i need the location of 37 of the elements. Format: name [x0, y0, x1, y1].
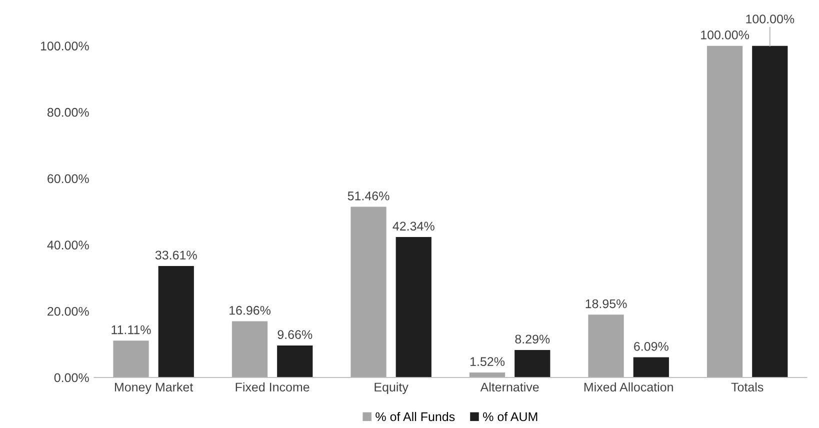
data-label: 33.61% — [155, 250, 197, 260]
bar — [396, 237, 432, 378]
data-label: 16.96% — [230, 306, 271, 315]
y-tick-label: 0.00% — [54, 373, 89, 382]
data-label: 6.09% — [634, 342, 668, 351]
y-tick-label: 20.00% — [48, 306, 89, 316]
x-tick-label: Mixed Allocation — [584, 382, 673, 392]
bar — [588, 314, 624, 378]
bar — [232, 321, 268, 378]
bar — [633, 357, 669, 378]
legend-label: % of AUM — [483, 412, 538, 422]
x-tick-label: Equity — [374, 382, 408, 394]
y-tick-label: 100.00% — [40, 42, 89, 50]
data-label: 8.29% — [515, 334, 550, 344]
bar — [350, 206, 386, 378]
x-tick-label: Alternative — [480, 382, 539, 392]
y-tick-label: 40.00% — [47, 240, 89, 250]
data-label: 100.00% — [746, 14, 794, 24]
data-label: 42.34% — [392, 222, 434, 231]
bar — [752, 46, 788, 378]
bar — [158, 266, 194, 378]
bar — [706, 46, 743, 378]
x-tick-label: Totals — [731, 382, 764, 392]
legend-label: % of All Funds — [376, 412, 455, 422]
y-tick-label: 60.00% — [48, 174, 89, 184]
data-label: 100.00% — [701, 30, 750, 40]
x-tick-label: Fixed Income — [236, 382, 310, 392]
bar — [514, 350, 550, 378]
data-label: 1.52% — [470, 357, 505, 366]
y-tick-label: 80.00% — [47, 108, 89, 117]
data-label: 11.11% — [112, 325, 151, 334]
x-tick-label: Money Market — [114, 382, 194, 394]
data-label: 51.46% — [348, 192, 390, 200]
bar — [113, 340, 149, 378]
data-label: 18.95% — [586, 299, 627, 308]
bar — [277, 345, 313, 378]
data-label: 9.66% — [278, 330, 312, 340]
